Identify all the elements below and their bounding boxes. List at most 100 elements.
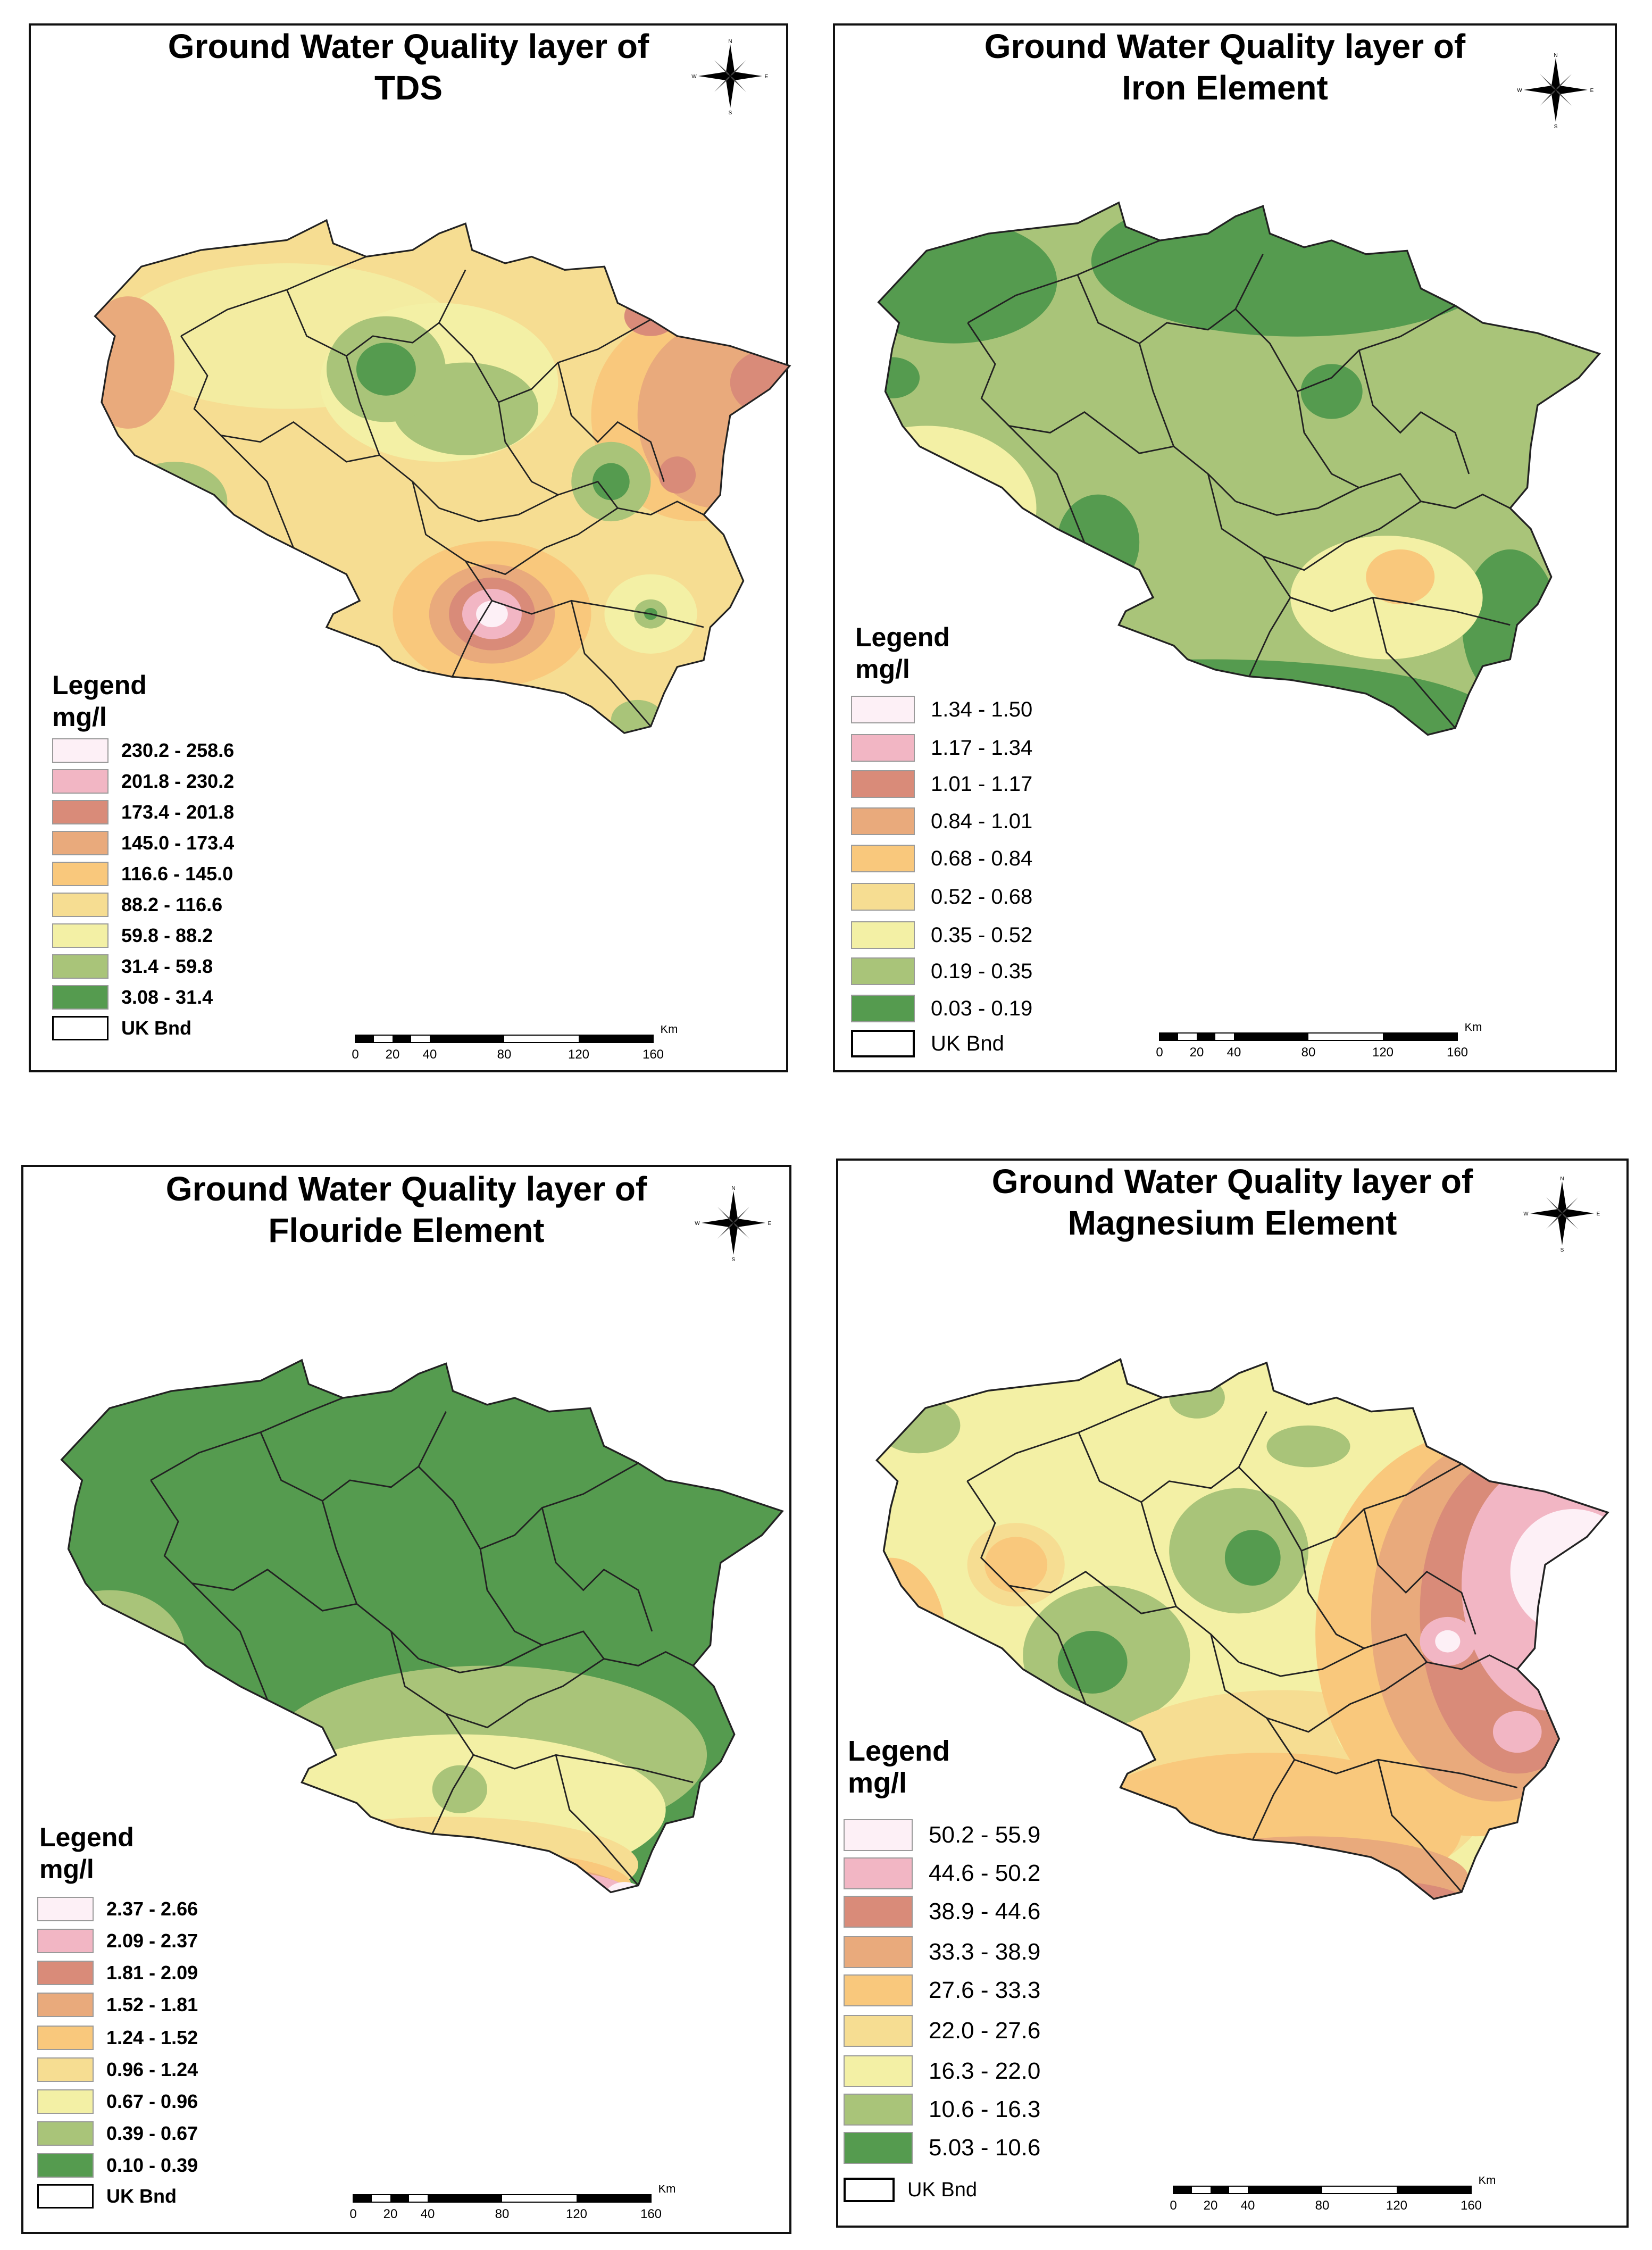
legend-label: 2.37 - 2.66 bbox=[106, 1898, 198, 1920]
compass-w: W bbox=[1523, 1211, 1529, 1217]
legend-label: 1.34 - 1.50 bbox=[931, 698, 1033, 721]
scale-tick: 0 bbox=[1170, 2198, 1177, 2213]
legend-swatch bbox=[37, 2026, 94, 2050]
scale-tick: 40 bbox=[1241, 2198, 1255, 2213]
compass-n: N bbox=[1554, 53, 1557, 59]
magnesium-map bbox=[875, 1358, 1609, 1900]
scale-tick: 80 bbox=[1301, 1045, 1316, 1060]
scale-bar: 0 20 40 80 120 160 Km bbox=[349, 2185, 675, 2221]
legend-label: 0.96 - 1.24 bbox=[106, 2059, 198, 2080]
scale-tick: 120 bbox=[566, 2207, 587, 2221]
compass-rose-icon: N S E W bbox=[1523, 1176, 1600, 1253]
legend-label: 116.6 - 145.0 bbox=[121, 863, 233, 885]
legend-swatch bbox=[851, 883, 915, 911]
panel-title: Ground Water Quality layer of TDS bbox=[31, 26, 786, 109]
title-line-2: Flouride Element bbox=[268, 1211, 545, 1249]
scale-tick: 120 bbox=[1386, 2198, 1407, 2213]
boundary-swatch bbox=[37, 2184, 94, 2209]
legend-swatch bbox=[52, 831, 109, 855]
panel-title: Ground Water Quality layer of Iron Eleme… bbox=[835, 26, 1615, 109]
legend-swatch bbox=[844, 2132, 913, 2164]
scale-tick: 120 bbox=[568, 1047, 589, 1062]
legend-title: Legend bbox=[855, 622, 950, 652]
compass-rose-icon: N S E W bbox=[691, 39, 769, 116]
map-panel-fluoride: Ground Water Quality layer of Flouride E… bbox=[21, 1165, 791, 2234]
scale-tick: 120 bbox=[1372, 1045, 1394, 1060]
boundary-label: UK Bnd bbox=[106, 2185, 177, 2207]
compass-s: S bbox=[1561, 1247, 1564, 1253]
legend-label: 33.3 - 38.9 bbox=[929, 1939, 1041, 1965]
scale-tick: 160 bbox=[640, 2207, 662, 2221]
legend-label: 201.8 - 230.2 bbox=[121, 770, 235, 792]
legend-swatch bbox=[52, 923, 109, 948]
scale-bar: 0 20 40 80 120 160 Km bbox=[1156, 1023, 1482, 1060]
scale-bar: 0 20 40 80 120 160 Km bbox=[1170, 2177, 1496, 2213]
legend-swatch bbox=[851, 995, 915, 1022]
compass-n: N bbox=[1560, 1176, 1564, 1182]
legend-swatch bbox=[844, 2094, 913, 2126]
legend-label: 3.08 - 31.4 bbox=[121, 986, 213, 1008]
legend-swatch bbox=[37, 2153, 94, 2178]
scale-tick: 80 bbox=[495, 2207, 510, 2221]
scale-tick: 0 bbox=[352, 1047, 358, 1062]
iron-map bbox=[877, 202, 1600, 736]
legend-swatch bbox=[52, 893, 109, 917]
compass-e: E bbox=[1590, 88, 1594, 94]
legend-label: 0.35 - 0.52 bbox=[931, 923, 1033, 947]
compass-s: S bbox=[732, 1257, 736, 1263]
legend-swatch bbox=[851, 957, 915, 985]
legend-label: 1.17 - 1.34 bbox=[931, 736, 1033, 760]
legend-label: 0.10 - 0.39 bbox=[106, 2154, 198, 2176]
legend-swatch bbox=[844, 2015, 913, 2047]
legend-label: 22.0 - 27.6 bbox=[929, 2018, 1041, 2044]
compass-e: E bbox=[768, 1221, 772, 1227]
compass-s: S bbox=[1554, 124, 1558, 130]
legend-swatch bbox=[851, 807, 915, 835]
scale-tick: 40 bbox=[421, 2207, 435, 2221]
legend-swatch bbox=[37, 1897, 94, 1921]
legend-label: 0.84 - 1.01 bbox=[931, 810, 1033, 833]
legend-label: 88.2 - 116.6 bbox=[121, 894, 223, 915]
compass-w: W bbox=[691, 74, 697, 80]
legend-label: 5.03 - 10.6 bbox=[929, 2135, 1041, 2161]
scale-tick: 80 bbox=[497, 1047, 512, 1062]
legend-swatch bbox=[844, 2055, 913, 2087]
legend-swatch bbox=[844, 1896, 913, 1928]
compass-rose-icon: N S E W bbox=[1517, 53, 1594, 130]
compass-e: E bbox=[1597, 1211, 1600, 1217]
legend-title: Legend bbox=[848, 1735, 950, 1767]
legend-swatch bbox=[52, 954, 109, 979]
legend-label: 173.4 - 201.8 bbox=[121, 801, 235, 823]
legend-swatch bbox=[52, 738, 109, 763]
title-line-1: Ground Water Quality layer of bbox=[165, 1170, 647, 1208]
title-line-1: Ground Water Quality layer of bbox=[168, 27, 649, 65]
compass-w: W bbox=[1517, 88, 1522, 94]
legend-label: 38.9 - 44.6 bbox=[929, 1898, 1041, 1924]
compass-e: E bbox=[765, 74, 769, 80]
legend-heading: Legend mg/l bbox=[52, 669, 147, 733]
legend-swatch bbox=[844, 1819, 913, 1851]
legend-label: 10.6 - 16.3 bbox=[929, 2096, 1041, 2122]
legend-title: Legend bbox=[52, 670, 147, 700]
scale-tick: 40 bbox=[423, 1047, 437, 1062]
legend-heading: Legend mg/l bbox=[848, 1735, 950, 1799]
legend-label: 0.03 - 0.19 bbox=[931, 997, 1033, 1020]
map-panel-tds: Ground Water Quality layer of TDS N S E … bbox=[29, 23, 791, 1072]
legend-title: Legend bbox=[39, 1822, 134, 1852]
legend-swatch bbox=[37, 2121, 94, 2146]
legend-swatch bbox=[844, 1857, 913, 1889]
scale-bar: 0 20 40 80 120 160 Km bbox=[352, 1026, 678, 1062]
scale-tick: 0 bbox=[1156, 1045, 1163, 1060]
legend-label: 27.6 - 33.3 bbox=[929, 1977, 1041, 2003]
legend-heading: Legend mg/l bbox=[855, 621, 950, 685]
legend-swatch bbox=[52, 769, 109, 794]
legend-label: 1.81 - 2.09 bbox=[106, 1962, 198, 1984]
title-line-1: Ground Water Quality layer of bbox=[984, 27, 1466, 65]
legend-swatch bbox=[37, 1929, 94, 1953]
legend-unit: mg/l bbox=[855, 654, 910, 684]
legend-swatch bbox=[851, 734, 915, 762]
legend-label: 0.39 - 0.67 bbox=[106, 2122, 198, 2144]
boundary-label: UK Bnd bbox=[931, 1032, 1004, 1055]
scale-tick: 20 bbox=[386, 1047, 400, 1062]
title-line-2: Magnesium Element bbox=[1067, 1204, 1397, 1242]
